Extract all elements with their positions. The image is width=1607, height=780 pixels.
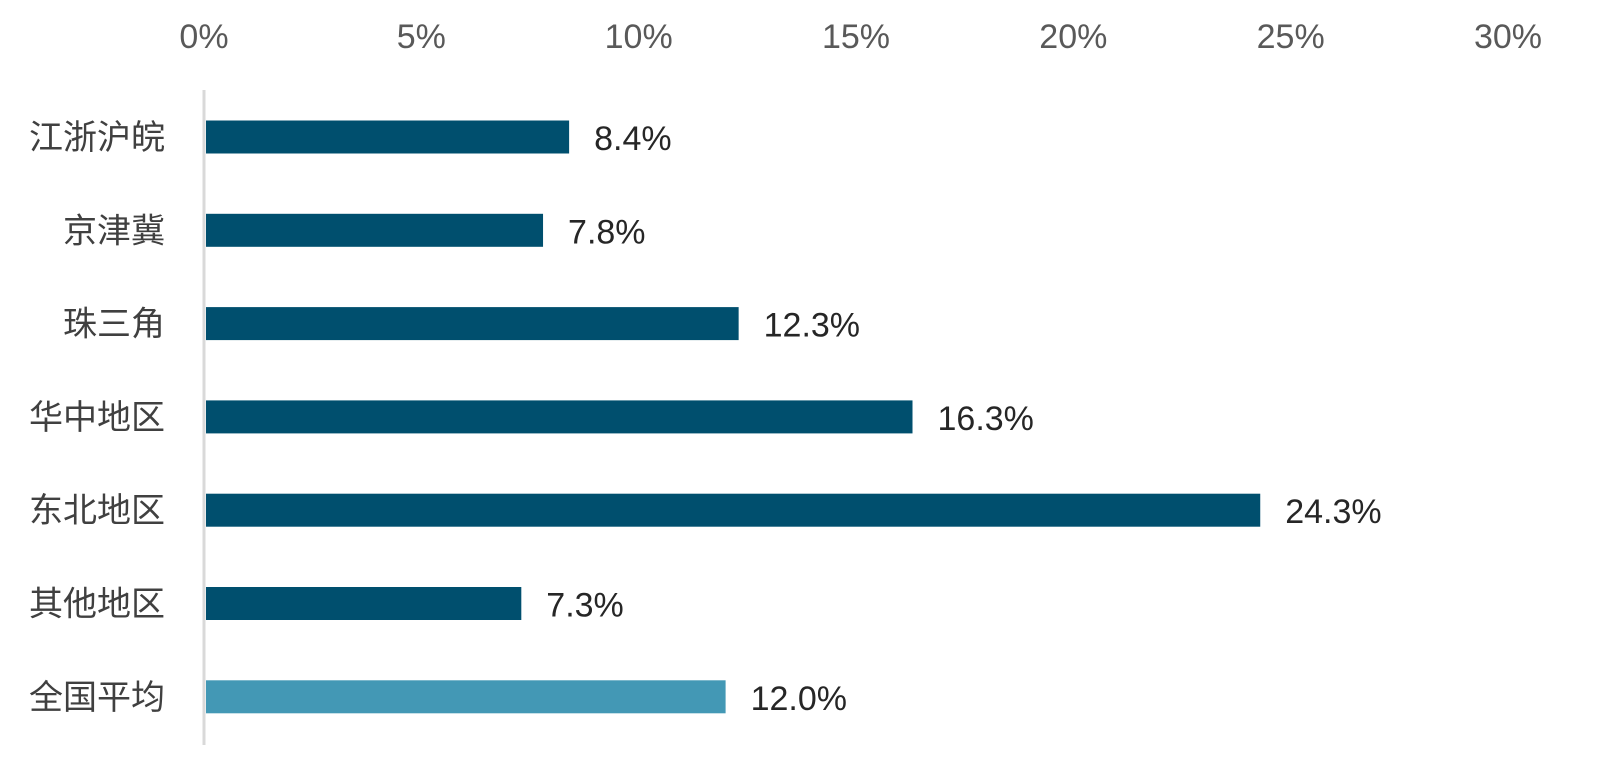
data-labels: 8.4% 7.8% 12.3% 16.3% 24.3% 7.3% 12.0%	[546, 120, 1381, 718]
bars-group	[206, 120, 1261, 714]
bar-5	[206, 587, 522, 620]
bar-0	[206, 120, 570, 154]
x-tick-label: 0%	[179, 18, 228, 56]
x-tick-label: 10%	[605, 18, 673, 56]
x-tick-label: 20%	[1039, 18, 1107, 56]
x-axis-tick-labels: 0% 5% 10% 15% 20% 25% 30%	[179, 18, 1542, 56]
bar-2	[206, 307, 739, 341]
x-tick-label: 25%	[1257, 18, 1325, 56]
data-label: 12.3%	[764, 307, 860, 345]
bar-4	[206, 493, 1261, 527]
x-tick-label: 15%	[822, 18, 890, 56]
category-label: 珠三角	[63, 305, 165, 345]
data-label: 7.3%	[546, 587, 624, 625]
category-label: 东北地区	[29, 491, 165, 531]
category-label: 其他地区	[29, 585, 165, 625]
category-label: 京津冀	[63, 211, 165, 251]
bar-1	[206, 213, 544, 247]
data-label: 7.8%	[568, 213, 646, 251]
data-label: 12.0%	[751, 680, 847, 718]
bar-3	[206, 400, 913, 434]
x-tick-label: 30%	[1474, 18, 1542, 56]
data-label: 16.3%	[938, 400, 1034, 438]
x-tick-label: 5%	[397, 18, 446, 56]
category-label: 全国平均	[29, 678, 165, 718]
bar-6	[206, 680, 726, 714]
data-label: 24.3%	[1285, 493, 1381, 531]
category-label: 华中地区	[29, 398, 165, 438]
category-label: 江浙沪皖	[29, 118, 165, 158]
data-label: 8.4%	[594, 120, 672, 158]
